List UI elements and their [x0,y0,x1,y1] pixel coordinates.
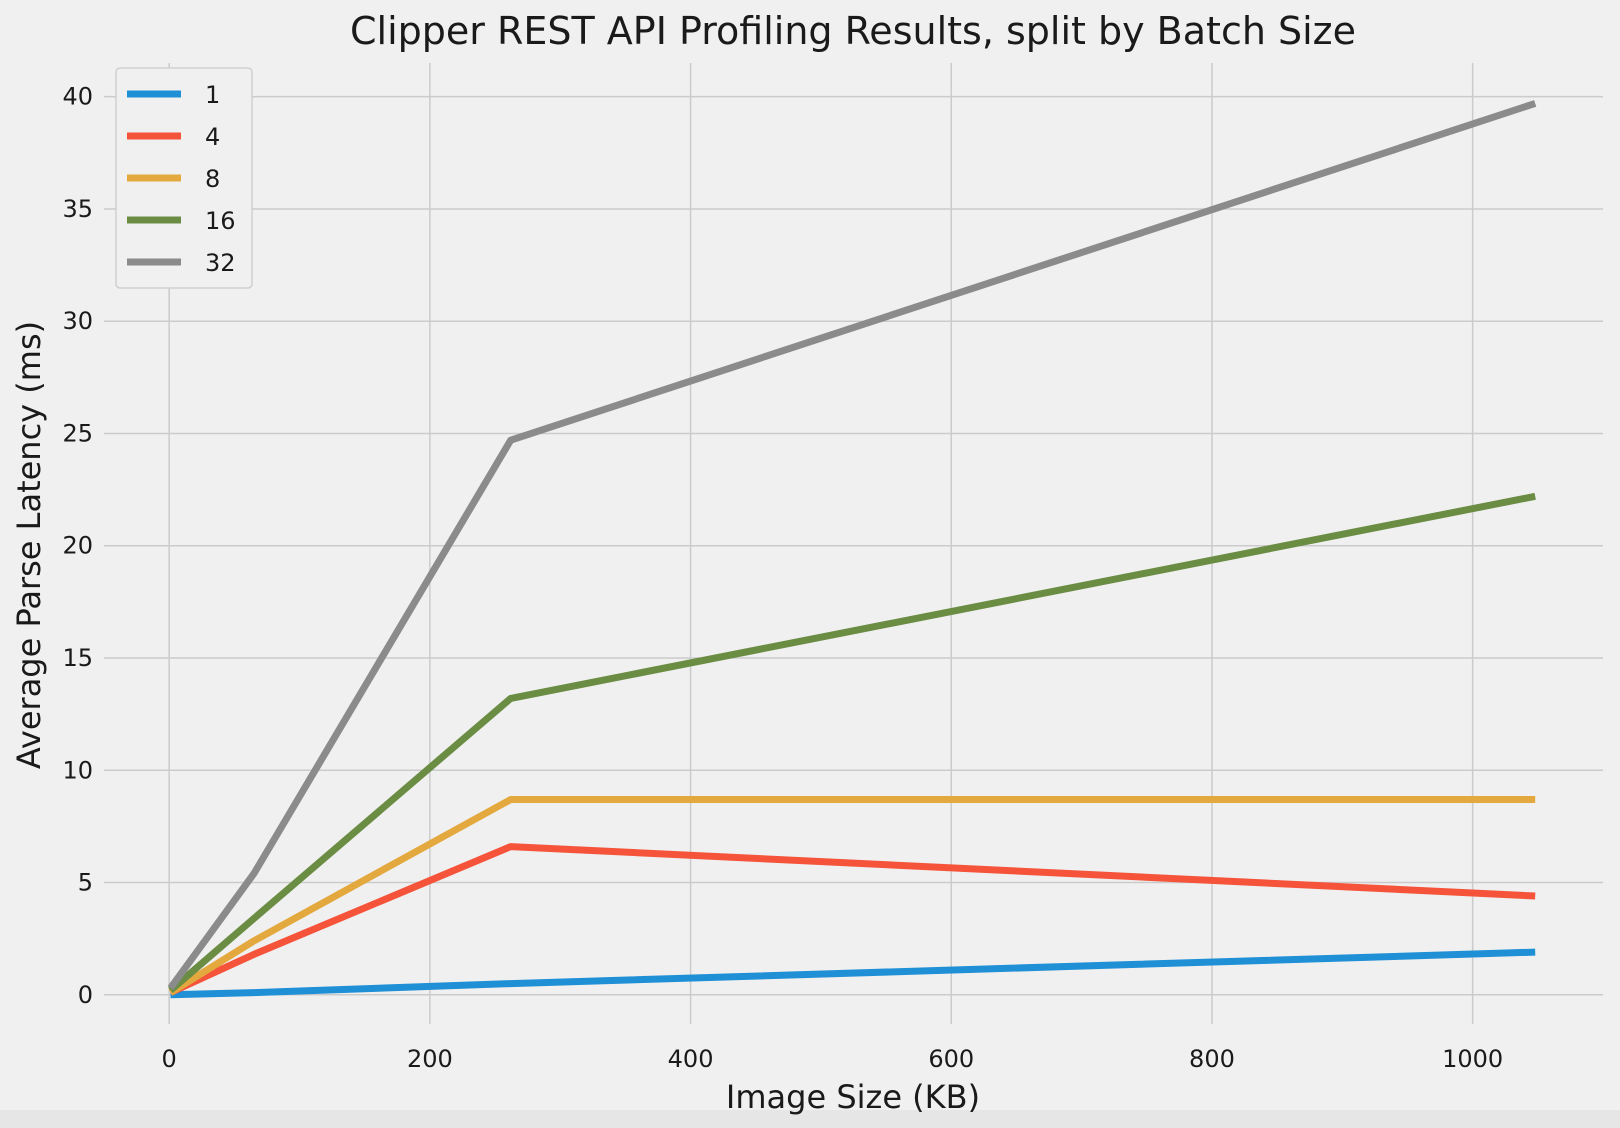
y-tick-label: 20 [62,532,93,560]
x-axis-label: Image Size (KB) [726,1078,980,1116]
legend-label-8: 8 [205,165,220,193]
y-tick-label: 0 [78,981,93,1009]
y-tick-label: 15 [62,644,93,672]
y-tick-label: 30 [62,307,93,335]
x-tick-label: 1000 [1442,1045,1503,1073]
x-tick-label: 600 [928,1045,974,1073]
x-tick-labels: 0 200 400 600 800 1000 [162,1045,1504,1073]
legend-label-4: 4 [205,123,220,151]
series-line-16 [168,492,1536,993]
legend-label-32: 32 [205,249,236,277]
y-tick-label: 5 [78,869,93,897]
y-tick-label: 10 [62,756,93,784]
chart-title: Clipper REST API Profiling Results, spli… [350,9,1356,53]
bottom-strip [0,1110,1620,1128]
legend: 1 4 8 16 32 [115,67,253,289]
x-tick-label: 0 [162,1045,177,1073]
y-tick-label: 35 [62,195,93,223]
series-lines [167,100,1537,999]
grid [104,63,1603,1024]
x-tick-label: 400 [668,1045,714,1073]
x-tick-label: 800 [1189,1045,1235,1073]
y-axis-label: Average Parse Latency (ms) [10,321,48,769]
series-line-32 [167,100,1537,991]
legend-box [115,67,253,289]
legend-label-16: 16 [205,207,236,235]
series-line-1 [170,948,1536,999]
x-tick-label: 200 [407,1045,453,1073]
legend-label-1: 1 [205,81,220,109]
y-tick-label: 25 [62,419,93,447]
series-line-4 [169,843,1536,996]
y-tick-labels: 0 5 10 15 20 25 30 35 40 [62,83,93,1009]
y-tick-label: 40 [62,83,93,111]
series-line-8 [168,796,1536,996]
